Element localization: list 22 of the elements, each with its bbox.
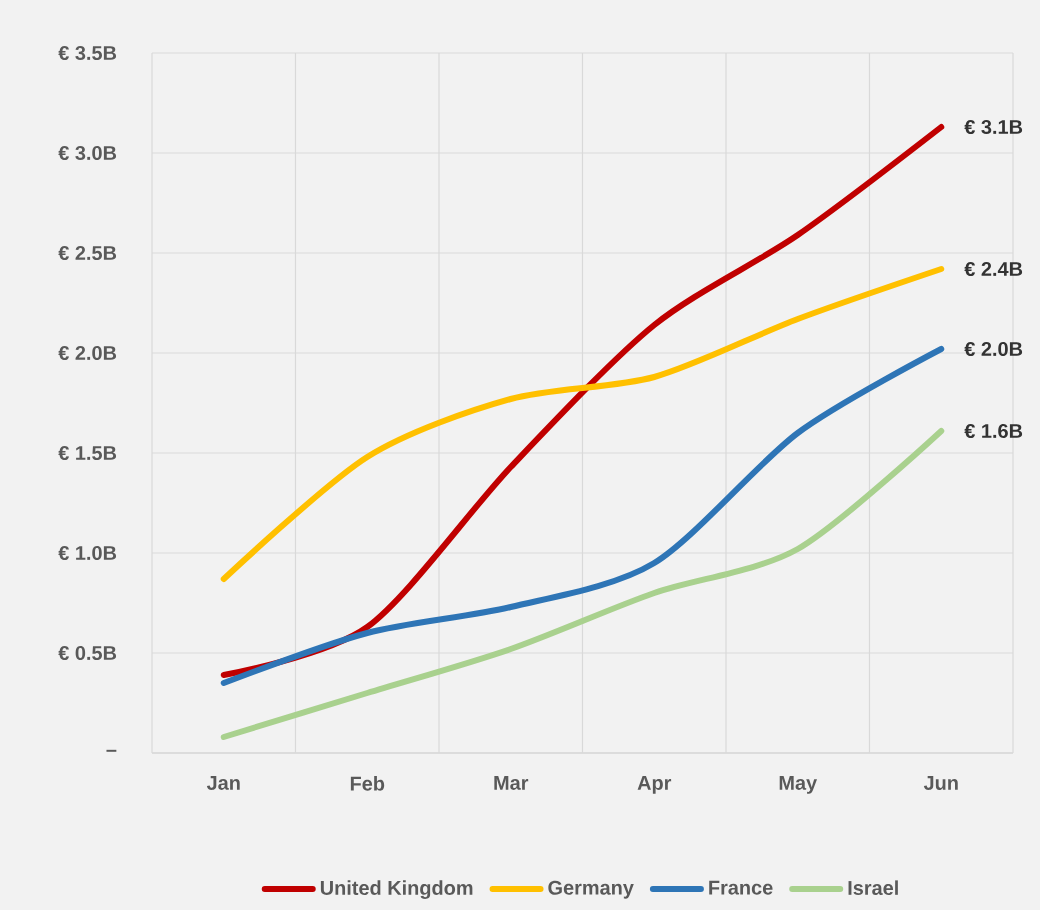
x-tick-label: Jan	[206, 776, 240, 790]
y-tick-label: € 3.0B	[58, 145, 117, 161]
x-tick-label: Jun	[923, 776, 958, 790]
legend-label: France	[709, 880, 773, 895]
x-tick-label: May	[779, 776, 818, 794]
y-tick-label: € 2.0B	[58, 345, 117, 361]
y-tick-label: € 1.0B	[58, 545, 117, 561]
y-tick-label: € 2.5B	[58, 245, 117, 261]
x-tick-label: Mar	[494, 776, 529, 790]
y-tick-label: € 3.5B	[58, 45, 117, 61]
data-label: € 2.4B	[964, 261, 1023, 277]
x-tick-label: Apr	[637, 776, 672, 794]
legend-label: Israel	[848, 880, 898, 895]
y-tick-label: € 1.5B	[58, 445, 117, 461]
y-tick-label: € 0.5B	[58, 645, 117, 661]
legend-label: Germany	[548, 880, 634, 899]
data-label: € 2.0B	[964, 341, 1023, 357]
legend-label: United Kingdom	[320, 880, 473, 900]
x-tick-label: Feb	[350, 776, 385, 791]
y-tick-label: –	[106, 749, 117, 752]
data-label: € 3.1B	[964, 119, 1023, 135]
data-label: € 1.6B	[964, 423, 1023, 439]
